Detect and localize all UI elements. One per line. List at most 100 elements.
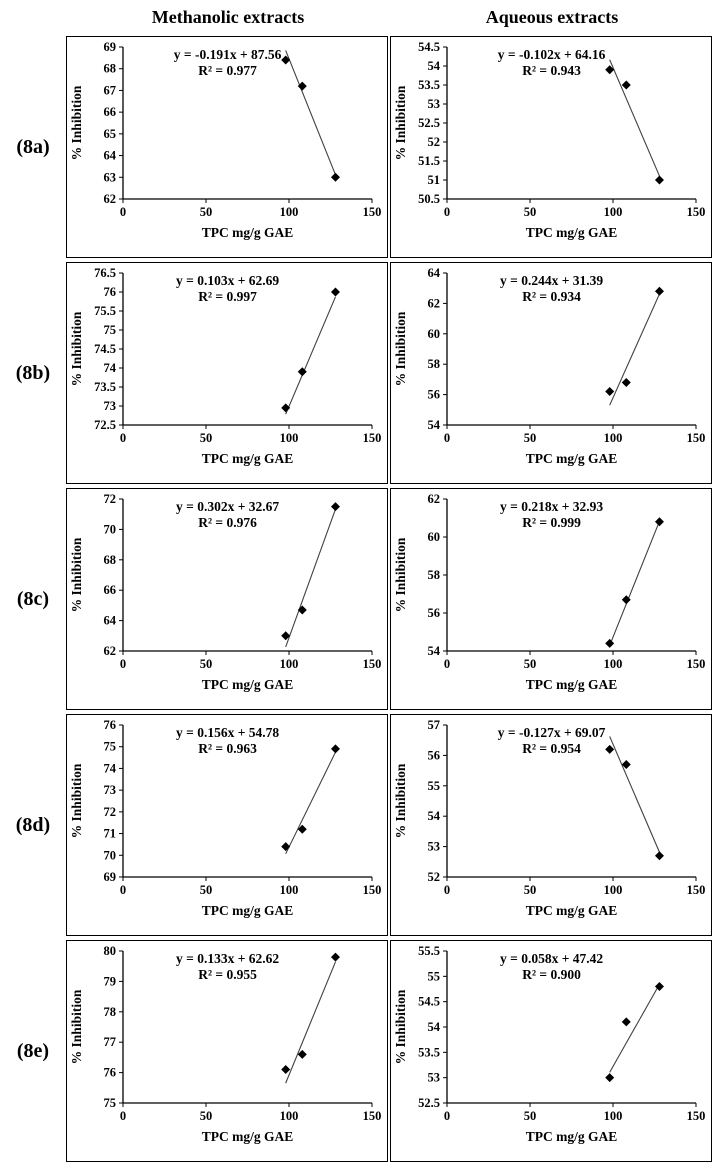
x-axis-title: TPC mg/g GAE xyxy=(526,451,618,466)
scatter-plot-8e-aqueous: 52.5 53 53.5 54 54.5 55 55.5 0 50 100 150 y = 0.058… xyxy=(393,944,706,1144)
y-tick-label: 51 xyxy=(428,173,441,187)
chart-8b-aqueous: 54 56 58 60 62 64 0 50 100 150 y = 0.244x + 31.39 R… xyxy=(390,262,712,484)
diamond-marker xyxy=(621,760,631,770)
x-tick-label: 50 xyxy=(524,1109,537,1123)
equation-label: y = 0.218x + 32.93 xyxy=(500,499,603,514)
x-tick-label: 50 xyxy=(524,205,537,219)
diamond-marker xyxy=(281,1065,291,1075)
y-axis-ticks: 75 76 77 78 79 80 xyxy=(104,944,123,1110)
scatter-plot-8c-methanolic: 62 64 66 68 70 72 0 50 100 150 y = 0.302x + 32.67R… xyxy=(69,492,382,692)
x-tick-label: 100 xyxy=(604,431,623,445)
diamond-marker xyxy=(654,286,664,296)
diamond-marker xyxy=(330,502,340,512)
row-8b: (8b) 72.5 73 73.5 74 74.5 75 75.5 76 76.5 0 50 100 1… xyxy=(0,260,721,486)
x-axis-title: TPC mg/g GAE xyxy=(202,903,294,918)
y-tick-label: 77 xyxy=(104,1035,117,1049)
chart-8b-methanolic: 72.5 73 73.5 74 74.5 75 75.5 76 76.5 0 50 100 150 y =… xyxy=(66,262,388,484)
x-tick-label: 0 xyxy=(444,657,450,671)
x-tick-label: 150 xyxy=(363,657,382,671)
y-tick-label: 53 xyxy=(428,840,441,854)
x-axis-title: TPC mg/g GAE xyxy=(526,677,618,692)
axes xyxy=(122,47,372,200)
data-points xyxy=(281,744,340,852)
x-tick-label: 100 xyxy=(604,883,623,897)
y-axis-title: % Inhibition xyxy=(69,311,84,386)
r-squared-label: R² = 0.963 xyxy=(198,741,257,756)
equation-label: y = 0.133x + 62.62 xyxy=(176,951,279,966)
row-8d: (8d) 69 70 71 72 73 74 75 76 0 50 100 150 y = 0.156x… xyxy=(0,712,721,938)
x-tick-label: 100 xyxy=(280,1109,299,1123)
x-tick-label: 100 xyxy=(604,1109,623,1123)
trendline xyxy=(285,961,336,1084)
x-axis-title: TPC mg/g GAE xyxy=(202,225,294,240)
y-tick-label: 76 xyxy=(104,1066,117,1080)
equation-label: y = 0.244x + 31.39 xyxy=(500,273,603,288)
y-axis-title: % Inhibition xyxy=(393,763,408,838)
y-tick-label: 73 xyxy=(104,399,117,413)
y-tick-label: 72 xyxy=(104,805,117,819)
diamond-marker xyxy=(330,287,340,297)
y-tick-label: 66 xyxy=(104,583,117,597)
diamond-marker xyxy=(297,367,307,377)
y-axis-ticks: 54 56 58 60 62 64 xyxy=(428,266,447,432)
scatter-plot-8d-methanolic: 69 70 71 72 73 74 75 76 0 50 100 150 y = 0.156x + 54… xyxy=(69,718,382,918)
r-squared-label: R² = 0.977 xyxy=(198,63,257,78)
axes xyxy=(446,725,696,878)
data-points xyxy=(605,981,664,1083)
y-tick-label: 73 xyxy=(104,783,117,797)
diamond-marker xyxy=(281,631,291,641)
trendline xyxy=(609,736,660,853)
y-tick-label: 54 xyxy=(428,59,441,73)
y-tick-label: 76 xyxy=(104,718,117,732)
trendline xyxy=(285,751,336,855)
diamond-marker xyxy=(297,81,307,91)
row-8e: (8e) 75 76 77 78 79 80 0 50 100 150 y = 0.133x + 6… xyxy=(0,938,721,1164)
x-tick-label: 0 xyxy=(444,205,450,219)
y-tick-label: 60 xyxy=(428,530,441,544)
x-tick-label: 50 xyxy=(524,883,537,897)
trendline xyxy=(285,296,336,415)
x-tick-label: 100 xyxy=(604,205,623,219)
y-tick-label: 79 xyxy=(104,974,117,988)
x-tick-label: 150 xyxy=(363,883,382,897)
y-axis-ticks: 72.5 73 73.5 74 74.5 75 75.5 76 76.5 xyxy=(94,266,123,432)
x-tick-label: 150 xyxy=(687,1109,706,1123)
data-points xyxy=(281,952,340,1075)
x-axis-ticks: 0 50 100 150 xyxy=(444,651,705,671)
chart-8a-methanolic: 62 63 64 65 66 67 68 69 0 50 100 150 y = -0.191x + 8… xyxy=(66,36,388,258)
y-tick-label: 54.5 xyxy=(418,995,440,1009)
row-label-8b: (8b) xyxy=(15,361,51,384)
y-tick-label: 56 xyxy=(428,748,441,762)
x-tick-label: 50 xyxy=(200,431,213,445)
axes xyxy=(122,499,372,652)
y-axis-title: % Inhibition xyxy=(69,989,84,1064)
data-points xyxy=(281,502,340,641)
data-points xyxy=(605,286,664,397)
r-squared-label: R² = 0.943 xyxy=(522,63,581,78)
y-tick-label: 62 xyxy=(428,492,441,506)
y-tick-label: 62 xyxy=(104,192,117,206)
x-axis-title: TPC mg/g GAE xyxy=(202,1129,294,1144)
y-tick-label: 52 xyxy=(428,870,441,884)
chart-8e-methanolic: 75 76 77 78 79 80 0 50 100 150 y = 0.133x + 62.62 R… xyxy=(66,940,388,1162)
y-axis-ticks: 54 56 58 60 62 xyxy=(428,492,447,658)
x-axis-ticks: 0 50 100 150 xyxy=(120,425,381,445)
y-tick-label: 53 xyxy=(428,97,441,111)
y-tick-label: 74 xyxy=(104,361,117,375)
trendline xyxy=(609,59,660,177)
y-tick-label: 64 xyxy=(104,614,117,628)
y-tick-label: 58 xyxy=(428,568,441,582)
x-axis-ticks: 0 50 100 150 xyxy=(120,199,381,219)
x-axis-title: TPC mg/g GAE xyxy=(526,225,618,240)
y-tick-label: 55 xyxy=(428,969,441,983)
row-label-8e: (8e) xyxy=(16,1039,50,1062)
trendline xyxy=(609,983,660,1073)
x-axis-title: TPC mg/g GAE xyxy=(526,903,618,918)
y-tick-label: 57 xyxy=(428,718,441,732)
y-axis-ticks: 52 53 54 55 56 57 xyxy=(428,718,447,884)
diamond-marker xyxy=(621,377,631,387)
y-axis-title: % Inhibition xyxy=(393,311,408,386)
x-tick-label: 50 xyxy=(524,431,537,445)
y-tick-label: 71 xyxy=(104,827,117,841)
